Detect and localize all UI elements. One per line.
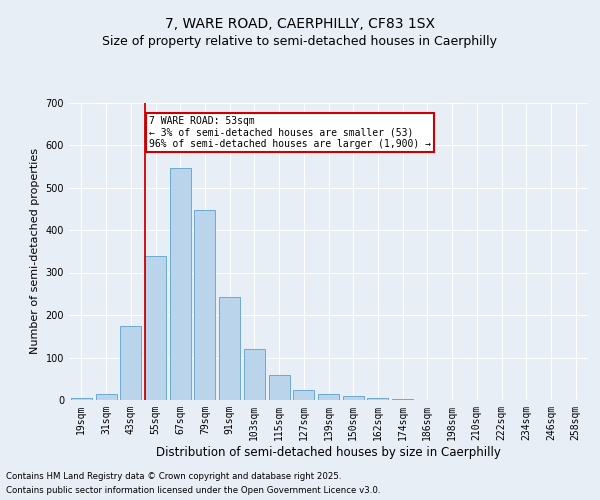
Text: Contains public sector information licensed under the Open Government Licence v3: Contains public sector information licen… bbox=[6, 486, 380, 495]
Bar bbox=[71, 398, 92, 400]
Bar bbox=[145, 256, 166, 400]
Bar bbox=[343, 396, 364, 400]
Bar bbox=[95, 394, 116, 400]
Bar bbox=[293, 390, 314, 400]
Bar bbox=[269, 374, 290, 400]
Y-axis label: Number of semi-detached properties: Number of semi-detached properties bbox=[30, 148, 40, 354]
Bar bbox=[392, 399, 413, 400]
Bar bbox=[244, 348, 265, 400]
Text: Size of property relative to semi-detached houses in Caerphilly: Size of property relative to semi-detach… bbox=[103, 35, 497, 48]
X-axis label: Distribution of semi-detached houses by size in Caerphilly: Distribution of semi-detached houses by … bbox=[156, 446, 501, 458]
Bar bbox=[318, 394, 339, 400]
Bar bbox=[194, 210, 215, 400]
Bar bbox=[120, 326, 141, 400]
Bar bbox=[219, 297, 240, 400]
Bar bbox=[367, 398, 388, 400]
Text: 7, WARE ROAD, CAERPHILLY, CF83 1SX: 7, WARE ROAD, CAERPHILLY, CF83 1SX bbox=[165, 18, 435, 32]
Text: 7 WARE ROAD: 53sqm
← 3% of semi-detached houses are smaller (53)
96% of semi-det: 7 WARE ROAD: 53sqm ← 3% of semi-detached… bbox=[149, 116, 431, 150]
Bar bbox=[170, 168, 191, 400]
Text: Contains HM Land Registry data © Crown copyright and database right 2025.: Contains HM Land Registry data © Crown c… bbox=[6, 472, 341, 481]
